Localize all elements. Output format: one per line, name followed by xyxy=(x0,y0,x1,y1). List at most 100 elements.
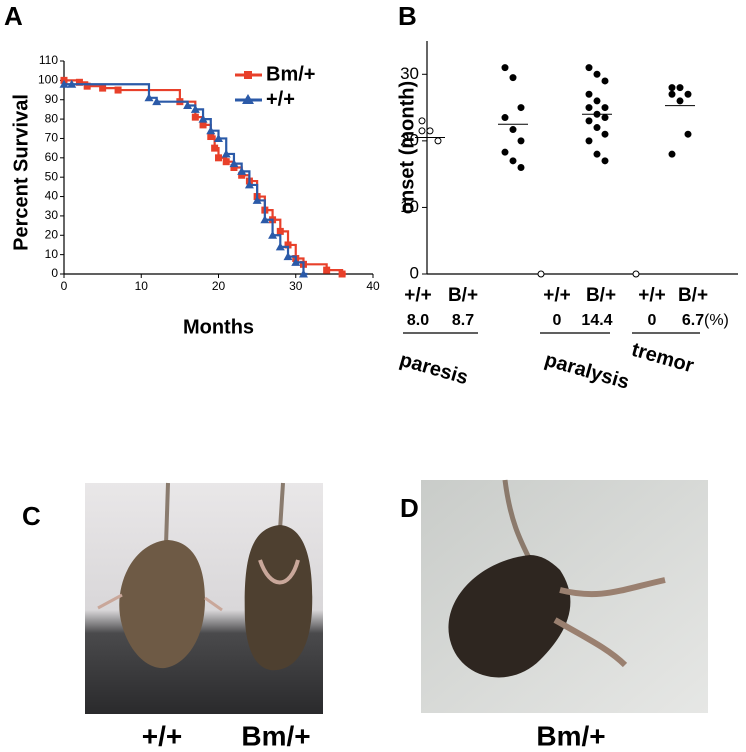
marker xyxy=(221,149,231,158)
y-tick-label: 40 xyxy=(45,189,59,203)
x-tick-label: 10 xyxy=(135,279,149,293)
marker xyxy=(75,78,83,86)
data-point xyxy=(517,104,525,112)
y-tick-label: 20 xyxy=(400,130,419,149)
percent-label: 8.7 xyxy=(452,312,474,329)
marker xyxy=(222,158,230,166)
data-point xyxy=(517,163,525,171)
data-point xyxy=(668,84,676,92)
group-label: paralysis xyxy=(542,349,631,394)
data-point xyxy=(585,64,593,72)
data-point xyxy=(585,104,593,112)
y-tick-label: 100 xyxy=(38,73,58,87)
y-tick-label: 30 xyxy=(45,208,59,222)
x-axis-label: Months xyxy=(183,316,254,338)
percent-label: 6.7 xyxy=(682,312,704,329)
survival-line xyxy=(64,83,308,276)
photo-caption: Bm/+ xyxy=(241,720,310,751)
marker xyxy=(237,166,247,175)
data-point xyxy=(585,117,593,125)
y-tick-label: 60 xyxy=(45,150,59,164)
y-tick-label: 10 xyxy=(45,247,59,261)
marker xyxy=(275,242,285,251)
data-point xyxy=(501,148,509,156)
photo-caption: Bm/+ xyxy=(536,720,605,751)
data-point xyxy=(676,84,684,92)
data-point xyxy=(676,97,684,105)
data-point xyxy=(593,97,601,105)
data-point xyxy=(593,124,601,132)
marker xyxy=(83,82,91,90)
percent-label: 0 xyxy=(648,312,657,329)
data-point xyxy=(418,127,426,135)
marker xyxy=(190,104,200,113)
y-axis-label: Percent Survival xyxy=(10,94,32,251)
percent-label: 14.4 xyxy=(581,312,612,329)
data-point xyxy=(601,130,609,138)
data-point xyxy=(501,114,509,122)
data-point xyxy=(601,114,609,122)
y-tick-label: 20 xyxy=(45,227,59,241)
marker xyxy=(206,126,216,135)
data-point xyxy=(684,130,692,138)
marker xyxy=(215,154,222,162)
panel-label: D xyxy=(400,493,419,523)
panel-label: B xyxy=(398,1,417,31)
photo-c xyxy=(85,482,323,714)
x-tick-label: B/+ xyxy=(448,285,478,306)
x-tick-label: 30 xyxy=(289,279,303,293)
data-point xyxy=(684,90,692,98)
y-tick-label: 0 xyxy=(410,263,419,282)
marker xyxy=(338,270,346,278)
legend-marker xyxy=(242,94,254,104)
data-point xyxy=(668,90,676,98)
percent-unit: (%) xyxy=(704,312,729,329)
marker xyxy=(260,215,270,224)
marker xyxy=(229,159,239,168)
marker xyxy=(152,97,162,106)
marker xyxy=(114,86,122,94)
y-tick-label: 10 xyxy=(400,197,419,216)
data-point xyxy=(434,137,442,145)
data-point xyxy=(517,137,525,145)
data-point xyxy=(509,74,517,82)
marker xyxy=(268,230,278,239)
legend-marker xyxy=(244,71,252,79)
marker xyxy=(198,114,208,123)
marker xyxy=(144,93,154,102)
panel-label: A xyxy=(4,1,23,31)
photo-caption: +/+ xyxy=(142,720,182,751)
data-point xyxy=(418,117,426,125)
marker xyxy=(230,164,238,171)
panel-label: C xyxy=(22,501,41,531)
marker xyxy=(244,180,254,189)
data-point xyxy=(593,70,601,78)
y-tick-label: 90 xyxy=(45,92,59,106)
data-point xyxy=(501,64,509,72)
percent-label: 0 xyxy=(553,312,562,329)
marker xyxy=(298,269,308,278)
marker xyxy=(284,241,292,249)
x-tick-label: B/+ xyxy=(586,285,616,306)
photo-d xyxy=(421,479,708,713)
group-label: tremor xyxy=(629,339,696,378)
data-point xyxy=(585,90,593,98)
y-axis-label: onset (month) xyxy=(396,81,418,214)
x-tick-label: +/+ xyxy=(543,285,570,306)
marker xyxy=(183,101,193,110)
marker xyxy=(199,121,207,129)
data-point xyxy=(509,157,517,165)
data-point xyxy=(601,157,609,165)
y-tick-label: 30 xyxy=(400,64,419,83)
marker xyxy=(211,144,219,152)
x-tick-label: B/+ xyxy=(678,285,708,306)
data-point xyxy=(601,104,609,112)
marker xyxy=(291,257,301,266)
y-tick-label: 0 xyxy=(51,266,58,280)
data-point xyxy=(537,270,545,278)
data-point xyxy=(593,150,601,158)
x-tick-label: 0 xyxy=(61,279,68,293)
x-tick-label: 40 xyxy=(366,279,380,293)
data-point xyxy=(585,137,593,145)
legend-label: Bm/+ xyxy=(266,63,315,85)
